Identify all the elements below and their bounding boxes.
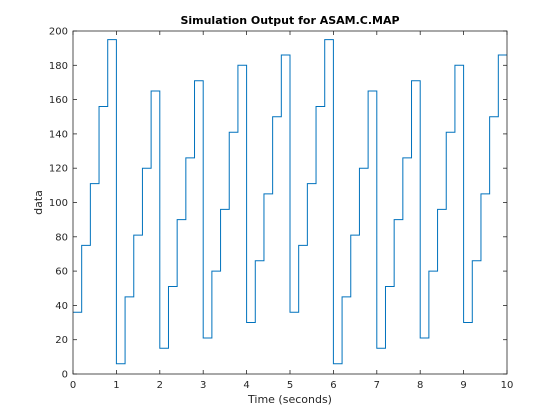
x-axis-label: Time (seconds) <box>247 393 332 406</box>
y-tick-label: 100 <box>49 198 68 209</box>
x-tick-label: 6 <box>330 380 336 391</box>
x-tick-label: 1 <box>113 380 119 391</box>
y-axis-label: data <box>32 190 45 215</box>
y-tick-label: 120 <box>49 164 68 175</box>
y-tick-label: 60 <box>55 267 68 278</box>
series-line <box>73 39 507 365</box>
x-tick-label: 10 <box>501 380 514 391</box>
x-tick-label: 4 <box>243 380 249 391</box>
x-tick-label: 5 <box>287 380 293 391</box>
y-tick-label: 0 <box>62 370 68 381</box>
plot-frame <box>72 30 508 375</box>
x-tick-label: 3 <box>200 380 206 391</box>
x-tick-label: 7 <box>374 380 380 391</box>
chart-title: Simulation Output for ASAM.C.MAP <box>180 14 399 27</box>
x-tick-label: 9 <box>460 380 466 391</box>
y-tick-label: 40 <box>55 301 68 312</box>
y-tick-label: 160 <box>49 95 68 106</box>
y-tick-label: 140 <box>49 129 68 140</box>
x-tick-label: 0 <box>70 380 76 391</box>
x-tick-label: 2 <box>157 380 163 391</box>
x-tick-label: 8 <box>417 380 423 391</box>
y-tick-label: 180 <box>49 61 68 72</box>
y-tick-label: 80 <box>55 232 68 243</box>
y-tick-label: 200 <box>49 27 68 38</box>
y-tick-label: 20 <box>55 335 68 346</box>
chart-marks <box>73 39 507 365</box>
